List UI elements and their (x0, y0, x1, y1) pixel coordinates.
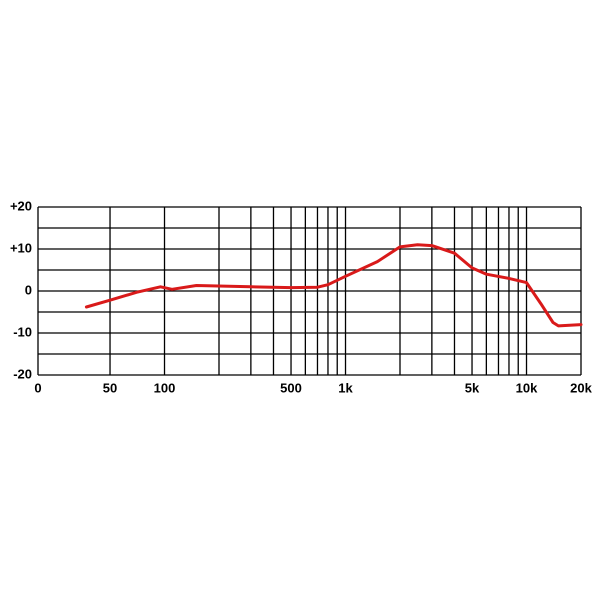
x-tick-label: 500 (280, 380, 302, 395)
x-tick-label: 10k (516, 380, 538, 395)
y-tick-label: +10 (10, 240, 32, 255)
x-tick-label: 5k (465, 380, 480, 395)
x-tick-label: 20k (570, 380, 592, 395)
response-curve (84, 243, 583, 328)
x-tick-label: 0 (34, 380, 41, 395)
x-tick-label: 50 (103, 380, 117, 395)
y-tick-label: 0 (25, 282, 32, 297)
x-tick-label: 100 (154, 380, 176, 395)
x-tick-label: 1k (338, 380, 353, 395)
y-tick-label: -10 (13, 324, 32, 339)
y-tick-label: -20 (13, 366, 32, 381)
y-tick-label: +20 (10, 198, 32, 213)
